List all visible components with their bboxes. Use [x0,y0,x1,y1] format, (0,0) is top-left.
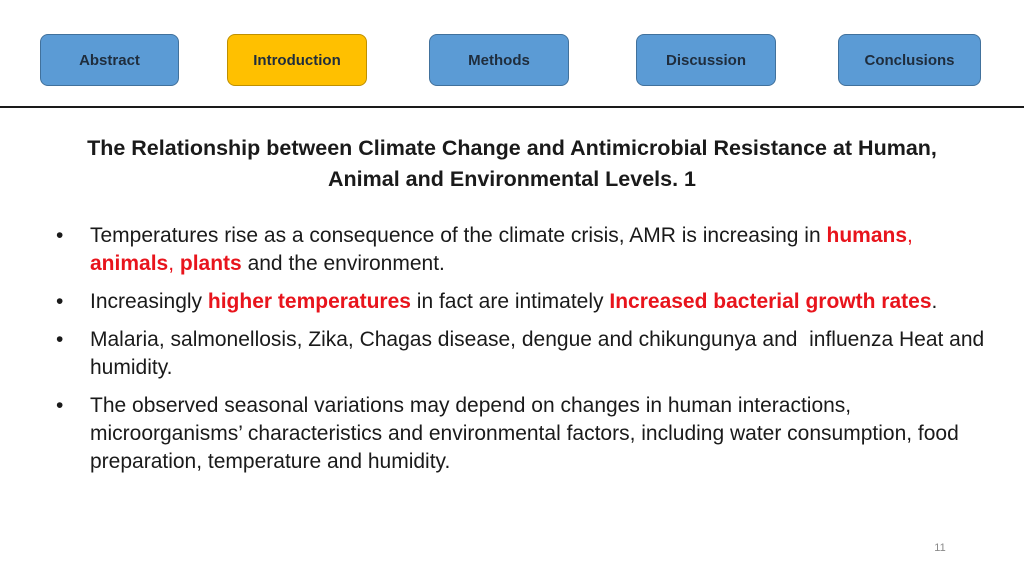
nav-button-introduction[interactable]: Introduction [227,34,367,86]
bullet-item: • Increasingly higher temperatures in fa… [56,288,986,316]
bullet-text: and the environment. [241,252,445,275]
nav-button-conclusions[interactable]: Conclusions [838,34,981,86]
bullet-dot: • [56,224,64,247]
slide-title-line-1: The Relationship between Climate Change … [87,136,937,160]
page-number: 11 [934,542,946,554]
nav-button-discussion[interactable]: Discussion [636,34,776,86]
bullet-item: • The observed seasonal variations may d… [56,392,986,476]
bullet-text: Malaria, salmonellosis, Zika, Chagas dis… [90,328,991,379]
bullet-text: . [931,290,938,313]
highlight-separator: , [168,252,180,275]
bullet-text: in fact are intimately [410,290,610,313]
bullet-dot: • [56,394,64,417]
bullet-text: Increasingly [90,290,208,313]
highlight-text: humans [826,224,908,247]
bullet-dot: • [56,290,64,313]
highlight-text: Increased bacterial growth rates [609,290,932,313]
slide-title: The Relationship between Climate Change … [40,133,984,195]
nav-button-methods[interactable]: Methods [429,34,569,86]
highlight-text: higher temperatures [207,290,411,313]
slide-title-line-2: Animal and Environmental Levels. 1 [328,167,696,191]
bullet-dot: • [56,328,64,351]
highlight-text: animals [90,252,169,275]
highlight-text: plants [179,252,242,275]
header-divider [0,106,1024,108]
bullet-text: Temperatures rise as a consequence of th… [90,224,827,247]
highlight-separator: , [907,224,913,247]
nav-button-abstract[interactable]: Abstract [40,34,179,86]
bullet-item: • Temperatures rise as a consequence of … [56,222,986,278]
bullet-item: • Malaria, salmonellosis, Zika, Chagas d… [56,326,986,382]
bullet-list: • Temperatures rise as a consequence of … [56,222,986,486]
bullet-text: The observed seasonal variations may dep… [90,394,959,473]
